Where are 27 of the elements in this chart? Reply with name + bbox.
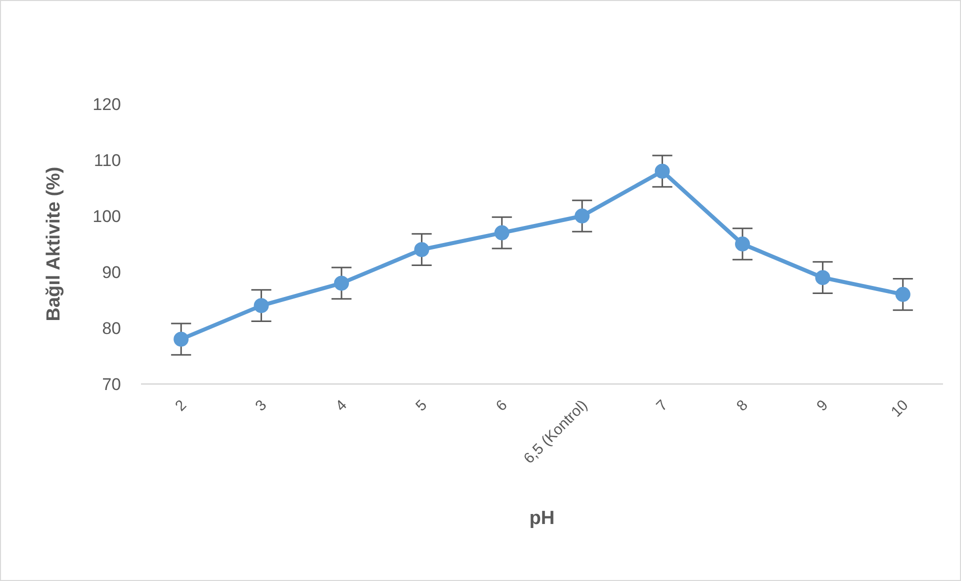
y-axis-title: Bağıl Aktivite (%) <box>44 166 65 322</box>
x-tick-label: 8 <box>733 396 752 415</box>
x-tick-label: 2 <box>172 396 190 415</box>
point <box>494 225 510 240</box>
y-tick-label: 100 <box>92 207 121 226</box>
x-tick-label: 10 <box>888 396 912 421</box>
point <box>574 208 590 224</box>
x-tick-label: 3 <box>252 396 270 415</box>
point <box>654 164 670 179</box>
x-axis-title: pH <box>529 508 555 529</box>
point <box>254 298 269 314</box>
point <box>414 242 430 258</box>
x-tick-label: 7 <box>653 396 672 415</box>
x-tick-label: 4 <box>332 396 350 415</box>
y-tick-label: 110 <box>94 151 121 170</box>
point <box>735 236 750 252</box>
x-tick-label: 9 <box>814 396 832 415</box>
y-tick-label: 80 <box>102 319 121 338</box>
y-tick-label: 90 <box>102 263 121 282</box>
point <box>174 332 189 347</box>
y-tick-label: 70 <box>102 375 121 394</box>
x-tick-label: 5 <box>412 396 431 415</box>
point <box>334 276 349 291</box>
y-tick-label: 120 <box>92 95 121 114</box>
point <box>815 270 830 286</box>
x-tick-label: 6 <box>492 396 511 415</box>
point <box>895 286 910 302</box>
